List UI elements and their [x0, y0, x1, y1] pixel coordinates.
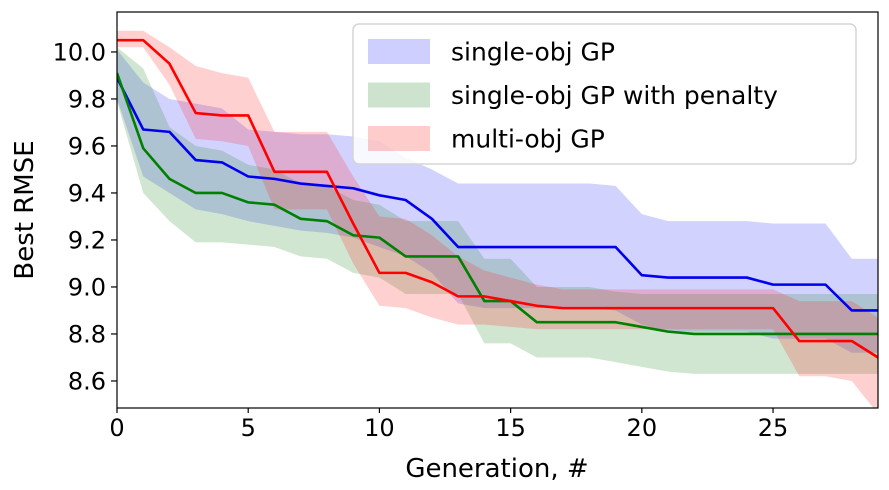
x-tick-label-25: 25: [758, 414, 789, 442]
y-tick-label-9.8: 9.8: [68, 85, 106, 113]
legend-entry-single-obj-gp: single-obj GP: [368, 38, 615, 67]
legend-label-single-obj-gp-with-penalty: single-obj GP with penalty: [451, 81, 778, 110]
line-multi-obj-gp: [117, 38, 878, 359]
legend-patch-single-obj-gp: [368, 39, 430, 64]
y-axis-label: Best RMSE: [10, 140, 40, 279]
y-tick-label-9.4: 9.4: [68, 179, 106, 207]
y-tick-label-8.8: 8.8: [68, 320, 106, 348]
x-tick-label-20: 20: [627, 414, 658, 442]
y-tick-label-10.0: 10.0: [53, 38, 106, 66]
y-tick-label-8.6: 8.6: [68, 367, 106, 395]
y-tick-label-9.6: 9.6: [68, 132, 106, 160]
x-tick-label-0: 0: [109, 414, 124, 442]
x-axis-label: Generation, #: [405, 454, 588, 484]
y-tick-label-9.2: 9.2: [68, 226, 106, 254]
legend: single-obj GP single-obj GP with penalty m…: [352, 23, 857, 165]
legend-label-multi-obj-gp: multi-obj GP: [451, 125, 605, 154]
y-tick-label-9.0: 9.0: [68, 273, 106, 301]
legend-entry-single-obj-gp-with-penalty: single-obj GP with penalty: [368, 81, 778, 110]
legend-patch-single-obj-gp-with-penalty: [368, 82, 430, 108]
line-single-obj-gp: [117, 77, 878, 312]
x-tick-label-5: 5: [241, 414, 256, 442]
axes-layer: 0 5 10 15 20 25 10.0 9.8 9.6 9.4 9.2 9.0 8.8 8.6 Gen…: [10, 11, 879, 484]
band-multi-obj-gp: [117, 30, 878, 408]
y-axis-ticks: 10.0 9.8 9.6 9.4 9.2 9.0 8.8 8.6: [53, 38, 117, 395]
x-tick-label-10: 10: [364, 414, 395, 442]
line-single-obj-gp-with-penalty: [117, 72, 878, 336]
plot-spines: [116, 11, 879, 409]
x-axis-ticks: 0 5 10 15 20 25: [109, 408, 788, 442]
legend-patch-multi-obj-gp: [368, 126, 430, 151]
x-tick-label-15: 15: [495, 414, 526, 442]
legend-entry-multi-obj-gp: multi-obj GP: [368, 125, 605, 154]
legend-label-single-obj-gp: single-obj GP: [451, 38, 615, 67]
series-lines-layer: [117, 38, 878, 359]
legend-frame: [352, 23, 857, 165]
